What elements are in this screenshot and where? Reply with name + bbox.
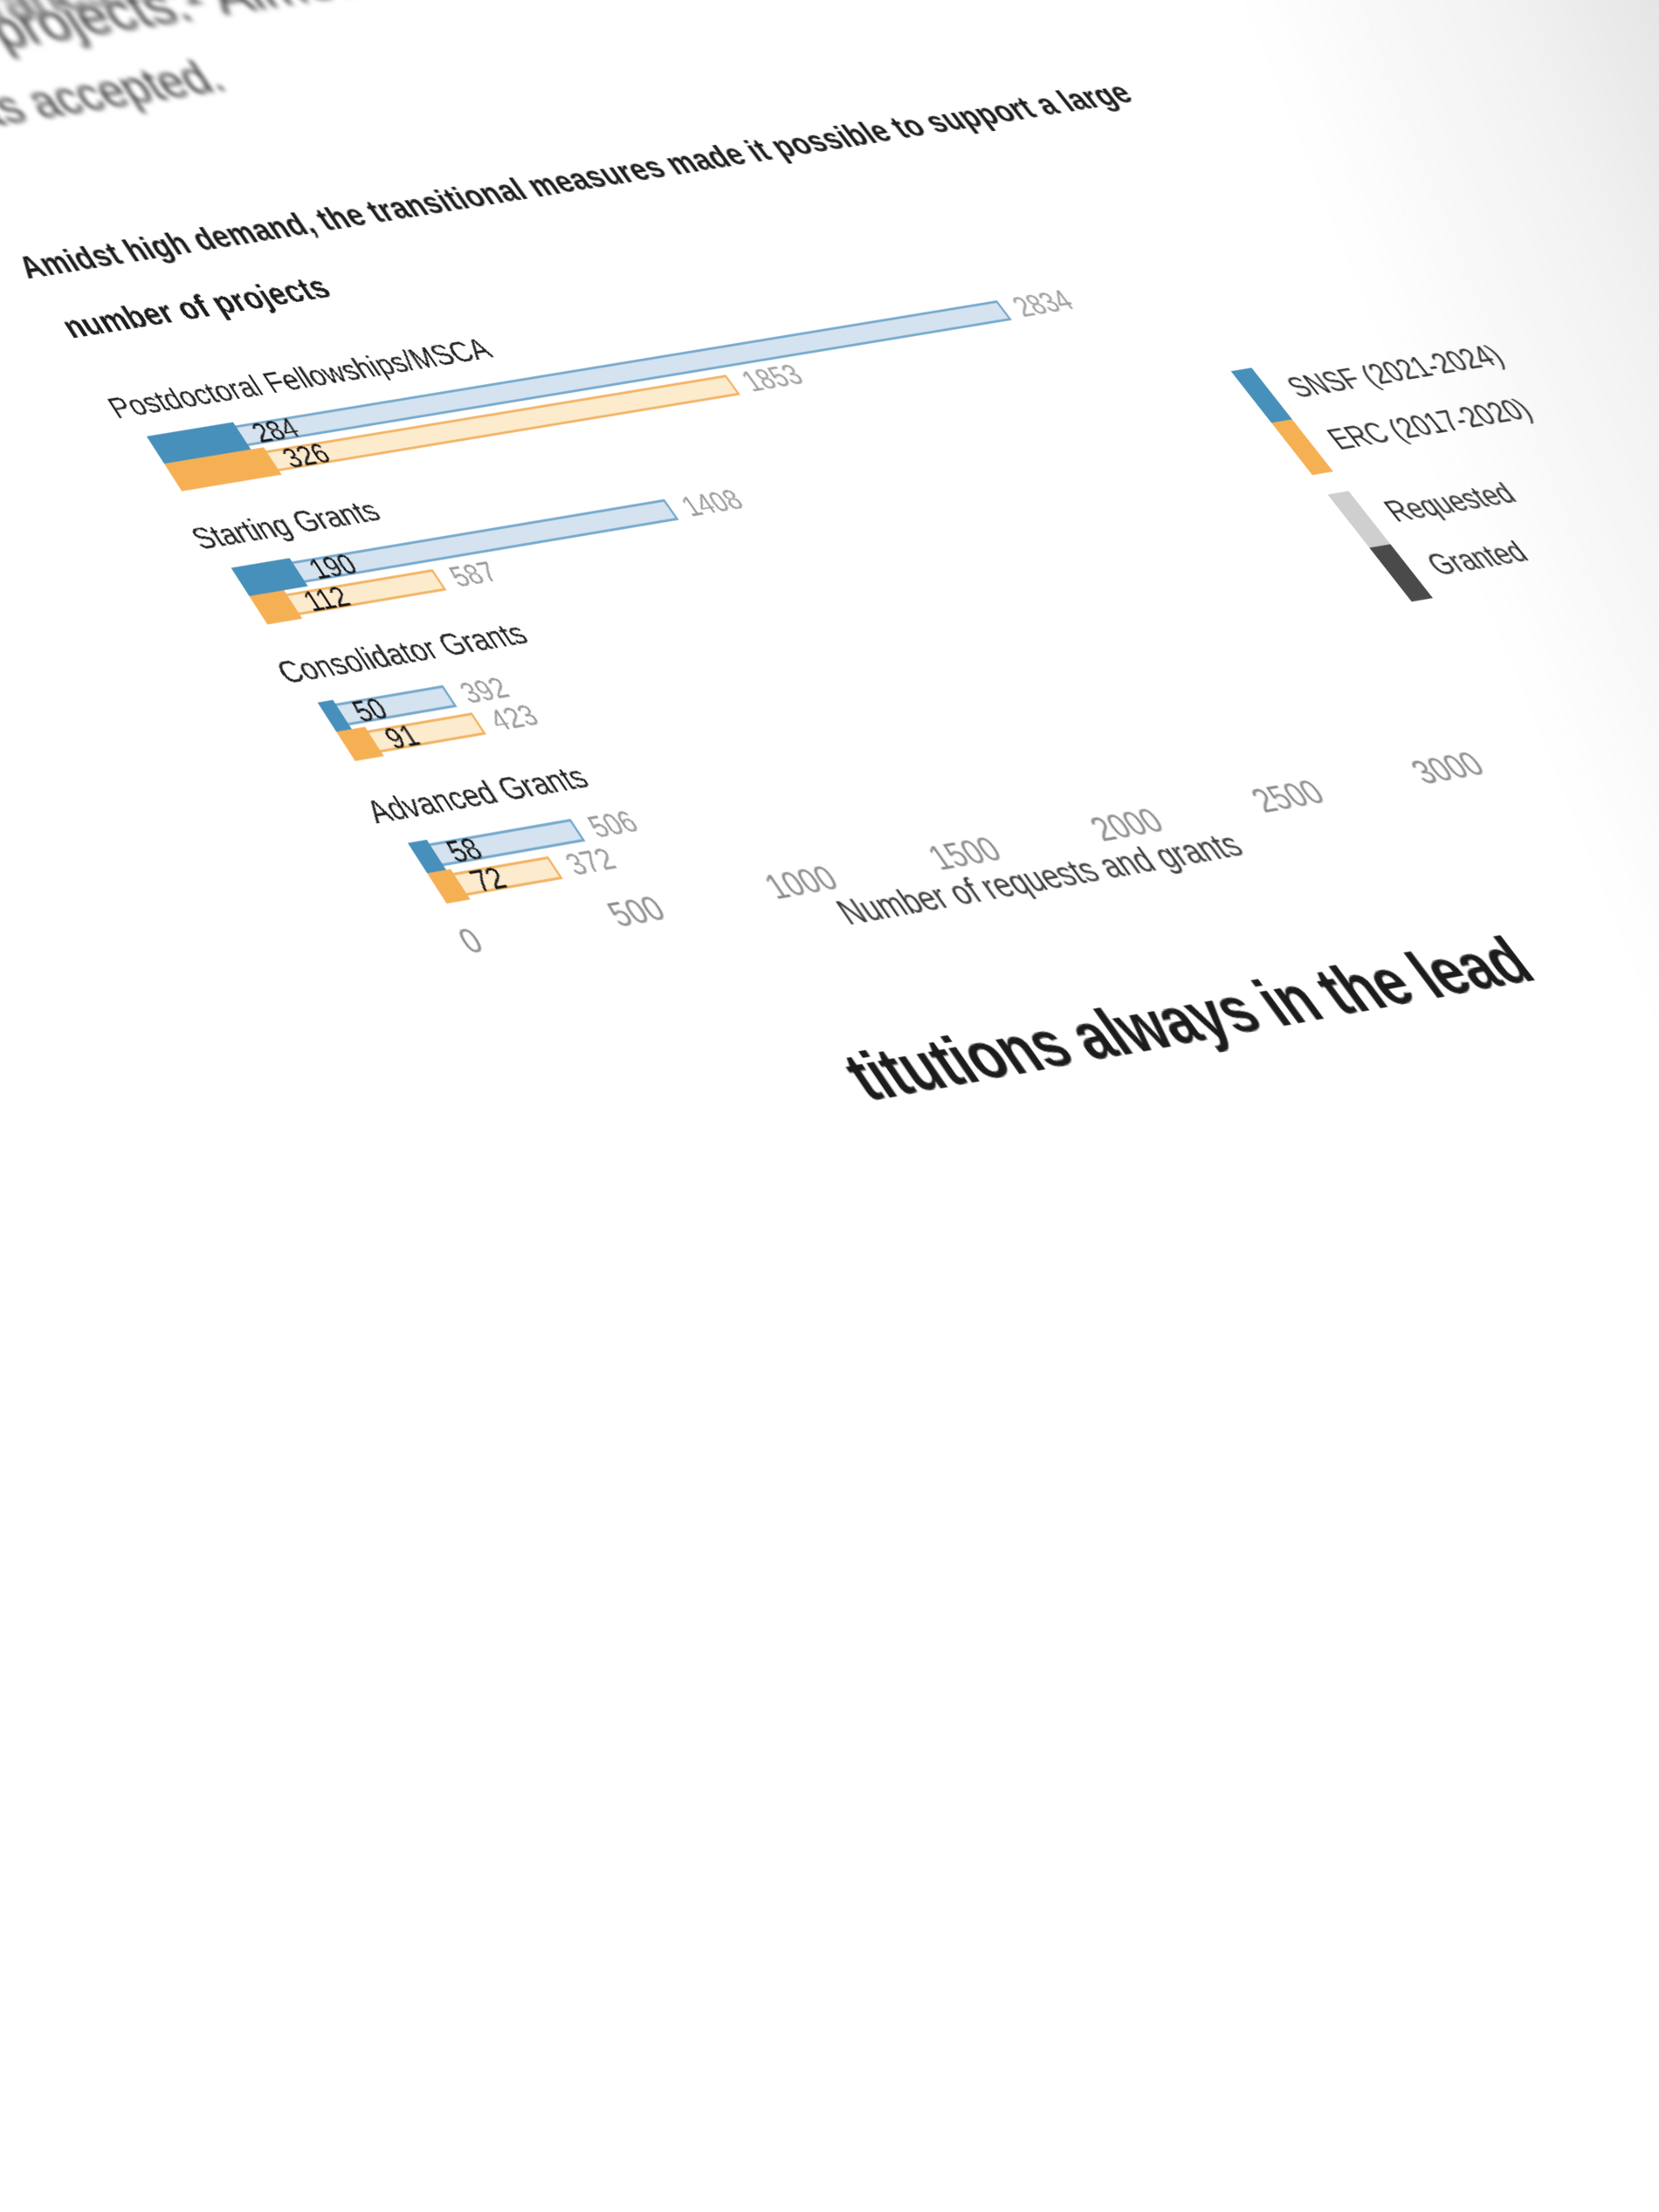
- requested-value-label: 1408: [673, 483, 750, 523]
- x-tick-label: 3000: [1401, 744, 1493, 793]
- legend-label-snsf: SNSF (2021-2024): [1280, 340, 1512, 405]
- blurred-paragraph-line-2: ed projects.¹ Almost as many female re: [0, 0, 809, 72]
- legend-label-erc: ERC (2017-2020): [1320, 393, 1540, 457]
- category-label: Advanced Grants: [359, 759, 596, 831]
- x-tick-label: 500: [599, 888, 674, 935]
- category-label: Starting Grants: [184, 493, 388, 557]
- x-axis-title: Number of requests and grants: [828, 824, 1252, 933]
- requested-value-label: 372: [558, 841, 623, 882]
- chart-title-line-2: number of projects: [55, 270, 338, 346]
- requested-value-label: 2834: [1006, 285, 1081, 323]
- legend-label-requested: Requested: [1377, 477, 1525, 529]
- legend-label-granted: Granted: [1419, 535, 1537, 583]
- next-section-heading-fragment: titutions always in the lead: [830, 925, 1549, 1116]
- requested-value-label: 506: [580, 804, 645, 844]
- requested-value-label: 423: [481, 697, 546, 738]
- requested-value-label: 1853: [735, 359, 810, 398]
- x-tick-label: 2500: [1242, 772, 1333, 821]
- requested-value-label: 587: [442, 555, 505, 594]
- x-tick-label: 0: [450, 919, 492, 962]
- chart-title-line-1: Amidst high demand, the transitional mea…: [10, 76, 1140, 285]
- blurred-paragraph-line-3: cts accepted.: [0, 50, 236, 139]
